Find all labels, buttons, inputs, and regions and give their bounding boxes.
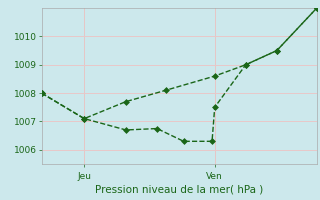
X-axis label: Pression niveau de la mer( hPa ): Pression niveau de la mer( hPa ) [95,185,263,195]
